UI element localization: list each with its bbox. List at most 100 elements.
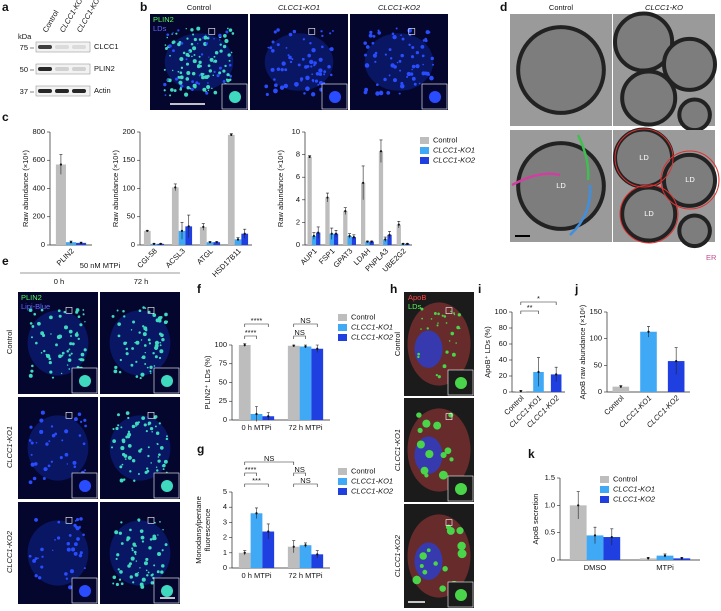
droplet — [76, 537, 80, 541]
droplet — [73, 465, 77, 468]
droplet — [151, 573, 154, 576]
y-tick-label: 0.5 — [545, 528, 555, 537]
legend-label: CLCC1-KO2 — [433, 155, 476, 164]
panel-label: i — [478, 282, 481, 296]
data-point — [208, 241, 212, 244]
y-tick-label: 200 — [122, 127, 135, 136]
droplet — [49, 370, 53, 374]
significance-label: **** — [245, 465, 257, 474]
droplet — [159, 520, 161, 523]
droplet — [51, 433, 56, 438]
inset-droplet — [229, 91, 241, 103]
droplet — [54, 538, 56, 541]
droplet — [135, 425, 137, 427]
droplet — [225, 39, 228, 42]
x-tick-label: PLIN2 — [55, 246, 76, 267]
droplet — [47, 464, 51, 468]
droplet — [269, 46, 273, 50]
droplet — [287, 54, 290, 57]
bar — [667, 361, 685, 392]
droplet — [364, 65, 367, 67]
droplet — [147, 571, 150, 574]
droplet — [131, 347, 135, 350]
data-point — [384, 238, 387, 241]
droplet — [122, 310, 125, 313]
droplet — [156, 570, 160, 574]
droplet — [285, 46, 288, 49]
droplet — [363, 90, 368, 95]
droplet — [191, 71, 196, 76]
droplet — [48, 440, 51, 443]
droplet — [212, 61, 215, 63]
droplet — [363, 41, 367, 45]
droplet — [309, 42, 312, 45]
droplet — [372, 53, 377, 58]
droplet — [265, 92, 269, 97]
droplet — [192, 33, 195, 36]
droplet — [138, 519, 140, 522]
em-droplet — [677, 213, 712, 249]
bar — [640, 331, 657, 392]
droplet — [156, 469, 159, 472]
droplet — [117, 322, 121, 326]
droplet — [205, 91, 209, 95]
droplet — [79, 323, 83, 327]
legend-label: Control — [613, 474, 638, 483]
data-point — [316, 347, 319, 350]
droplet — [162, 528, 164, 531]
droplet — [320, 30, 323, 33]
blot-marker: 37 — [20, 87, 28, 96]
droplet — [63, 310, 66, 314]
data-point — [69, 241, 73, 244]
droplet — [123, 478, 126, 481]
x-tick-label: AUP1 — [299, 246, 319, 266]
blot-band — [72, 89, 86, 93]
y-tick-label: 1.0 — [545, 500, 555, 509]
inset-droplet — [79, 585, 91, 597]
droplet — [158, 356, 162, 360]
droplet — [442, 364, 447, 369]
column-label: Control — [187, 3, 212, 12]
cell — [27, 310, 89, 376]
droplet — [78, 434, 82, 437]
droplet — [131, 549, 134, 552]
data-point — [236, 238, 240, 241]
droplet — [400, 53, 404, 58]
droplet — [294, 81, 299, 87]
significance-bracket — [244, 335, 257, 339]
significance-label: NS — [264, 454, 274, 463]
droplet — [437, 375, 441, 379]
bar — [333, 233, 339, 245]
droplet — [450, 310, 452, 313]
droplet — [202, 72, 205, 76]
droplet — [83, 418, 87, 422]
data-point — [555, 373, 558, 376]
droplet — [276, 43, 280, 47]
er-trace — [511, 172, 561, 187]
droplet — [430, 318, 433, 320]
y-tick-label: 0 — [41, 240, 45, 249]
y-tick-label: 800 — [32, 127, 45, 136]
droplet — [125, 352, 129, 356]
inset-droplet — [329, 91, 341, 103]
droplet — [321, 34, 324, 38]
droplet — [78, 526, 81, 529]
data-point — [316, 553, 319, 556]
data-point — [304, 544, 307, 547]
y-tick-label: 1.5 — [545, 473, 555, 482]
data-point — [663, 554, 667, 557]
droplet — [33, 462, 38, 466]
significance-bracket — [293, 323, 318, 327]
droplet — [113, 369, 118, 374]
bar — [360, 182, 366, 245]
x-tick-label: CGI-58 — [135, 246, 158, 269]
droplet — [213, 70, 216, 73]
droplet — [330, 73, 333, 77]
bar — [369, 241, 374, 245]
droplet — [193, 53, 196, 56]
droplet — [145, 467, 149, 470]
data-point — [647, 330, 650, 333]
data-point — [680, 557, 683, 560]
micrograph — [404, 504, 474, 608]
